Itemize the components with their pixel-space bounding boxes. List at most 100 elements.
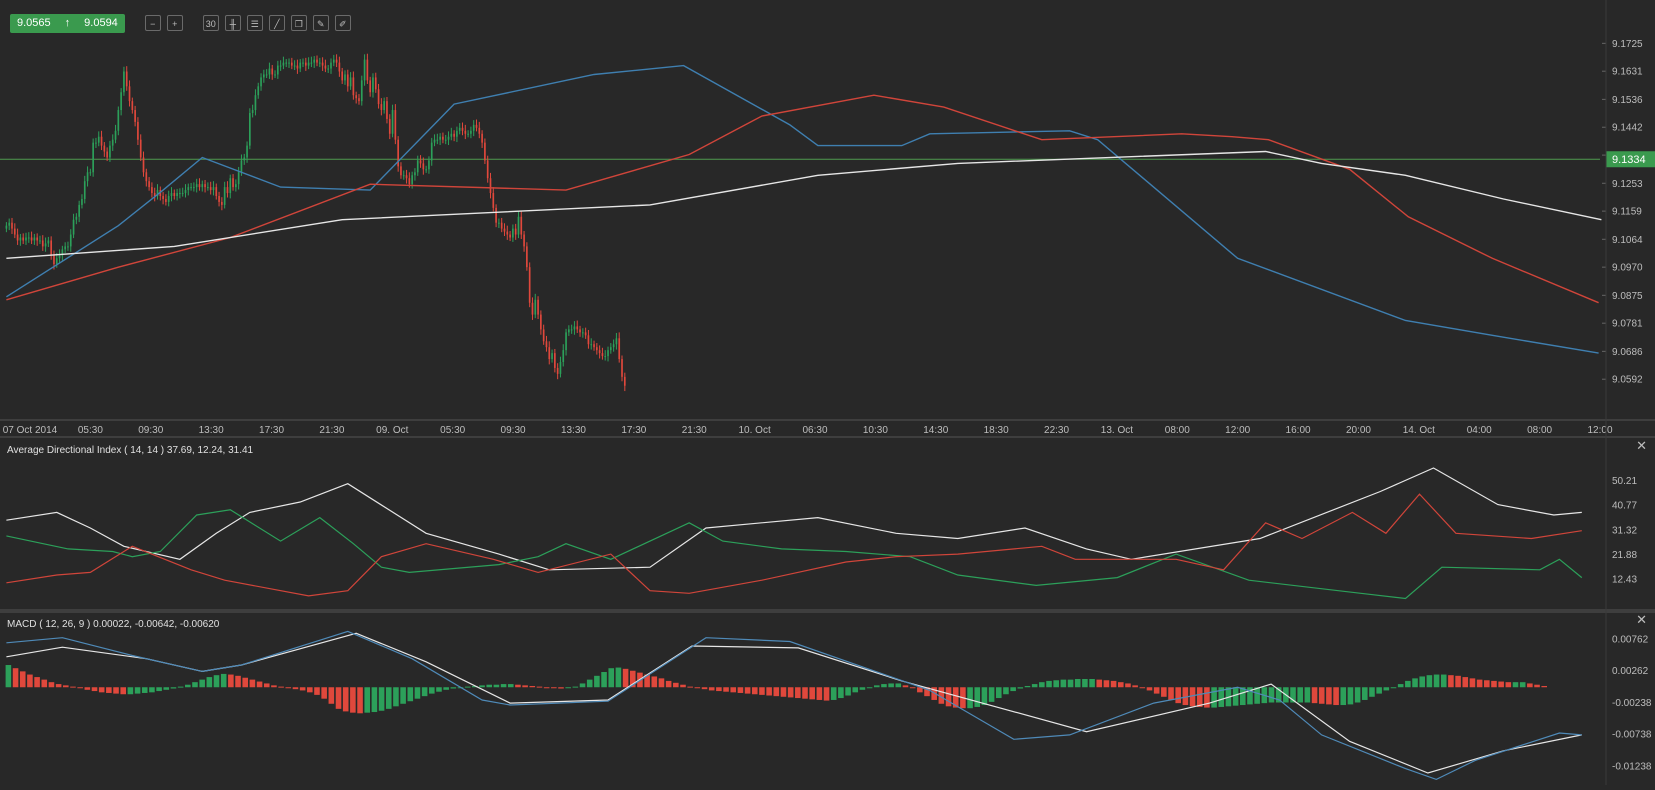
candle-body [495, 207, 497, 223]
candle-body [53, 255, 55, 265]
indicators-icon[interactable]: ☰ [246, 15, 263, 31]
time-tick-label: 17:30 [259, 425, 284, 436]
current-price-label: 9.1334 [1612, 154, 1646, 166]
macd-histogram-bar [1175, 687, 1181, 704]
macd-histogram-bar [830, 687, 837, 700]
candle-body [461, 127, 464, 131]
macd-histogram-bar [680, 684, 686, 688]
macd-histogram-bar [594, 675, 600, 688]
price-panel: 9.17259.16319.15369.14429.13489.12539.11… [0, 39, 1655, 436]
macd-histogram-bar [651, 676, 658, 688]
candle-body [332, 59, 335, 63]
time-tick-label: 05:30 [78, 425, 103, 436]
zoom-out-icon[interactable]: − [144, 15, 161, 31]
macd-histogram-bar [522, 685, 528, 688]
candle-body [537, 299, 539, 315]
edit-icon[interactable]: ✎ [312, 15, 329, 31]
candle-body [307, 62, 310, 66]
macd-histogram-bar [1125, 683, 1131, 688]
candle-body [249, 113, 251, 146]
chart-type-icon[interactable]: ╫ [224, 15, 241, 31]
time-tick-label: 14:30 [923, 425, 948, 436]
macd-histogram-bar [177, 686, 184, 688]
copy-icon[interactable]: ❐ [290, 15, 307, 31]
timeframe-button[interactable]: 30 [202, 15, 219, 31]
candle-body [95, 142, 97, 144]
macd-histogram-bar [500, 684, 507, 688]
candle-body [548, 347, 551, 360]
candle-body [481, 133, 483, 143]
candle-body [444, 139, 447, 141]
adx-title: Average Directional Index ( 14, 14 ) 37.… [7, 445, 254, 456]
macd-histogram-bar [1326, 687, 1332, 705]
candle-body [106, 151, 108, 158]
candle-body [498, 222, 500, 224]
candle-body [179, 193, 181, 195]
macd-histogram-bar [665, 680, 672, 688]
macd-histogram-bar [1074, 678, 1081, 688]
candle-body [114, 130, 117, 140]
candle-body [100, 136, 103, 146]
candle-body [486, 160, 489, 179]
candle-body [271, 68, 274, 75]
macd-histogram-bar [615, 667, 622, 688]
candle-body [156, 190, 159, 197]
candle-body [450, 133, 453, 137]
macd-histogram-bar [1024, 685, 1031, 688]
candle-body [165, 198, 167, 202]
macd-panel: 0.00762 0.00262 -0.00238 -0.00738 -0.01238 [5, 630, 1652, 781]
close-adx-icon[interactable]: ✕ [1636, 438, 1647, 453]
candle-body [492, 193, 495, 208]
moving-average-red [6, 94, 1599, 304]
macd-histogram-bar [1383, 687, 1390, 691]
time-tick-label: 09. Oct [376, 425, 408, 436]
candle-body [235, 184, 237, 188]
macd-histogram-bar [924, 687, 930, 697]
macd-histogram-bar [1412, 678, 1418, 688]
candle-body [30, 237, 33, 241]
macd-histogram-bar [1017, 687, 1024, 689]
candle-body [22, 237, 25, 241]
candle-body [86, 172, 89, 182]
macd-histogram-bar [163, 687, 170, 690]
candle-body [484, 142, 486, 161]
macd-histogram-bar [77, 687, 83, 689]
candle-body [372, 77, 374, 93]
macd-histogram-bar [91, 687, 98, 692]
macd-histogram-bar [1340, 687, 1347, 706]
price-tick-label: 9.1442 [1612, 123, 1643, 134]
candle-body [509, 234, 511, 238]
candle-body [579, 329, 581, 333]
macd-histogram-bar [134, 687, 141, 694]
macd-histogram-bar [938, 687, 945, 704]
macd-histogram-bar [1512, 682, 1519, 688]
candle-body [551, 353, 553, 360]
time-tick-label: 16:00 [1286, 425, 1311, 436]
candle-body [402, 175, 405, 177]
macd-histogram-bar [357, 687, 363, 714]
candle-body [414, 172, 416, 176]
candle-body [184, 190, 187, 194]
candle-body [609, 347, 612, 351]
zoom-in-icon[interactable]: + [166, 15, 183, 31]
close-macd-icon[interactable]: ✕ [1636, 612, 1647, 627]
macd-histogram-bar [622, 668, 629, 688]
pencil-icon[interactable]: ✐ [334, 15, 351, 31]
candle-body [232, 178, 234, 188]
candle-body [369, 80, 372, 93]
draw-line-icon[interactable]: ╱ [268, 15, 285, 31]
macd-histogram-bar [995, 687, 1002, 699]
candle-body [397, 139, 399, 167]
candle-body [190, 187, 192, 189]
macd-histogram-bar [41, 679, 48, 688]
price-quote[interactable]: 9.0565 ↑ 9.0594 [10, 13, 125, 33]
candle-body [383, 101, 386, 111]
macd-histogram-bar [271, 685, 277, 688]
candle-body [349, 77, 352, 87]
candle-body [405, 175, 408, 179]
macd-histogram-bar [881, 684, 887, 688]
macd-histogram-bar [263, 683, 270, 688]
macd-histogram-bar [371, 687, 378, 713]
